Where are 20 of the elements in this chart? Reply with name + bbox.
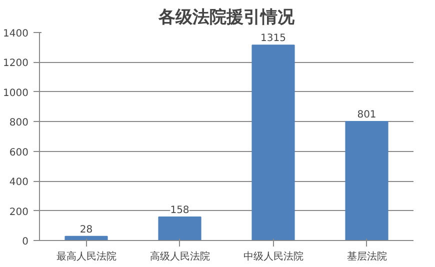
y-tick-label: 1200	[3, 58, 29, 70]
y-tick-label: 600	[9, 147, 29, 158]
bar	[345, 120, 388, 240]
y-tick-label: 1000	[3, 88, 29, 99]
data-label: 1315	[260, 33, 286, 44]
x-tick-label: 中级人民法院	[243, 250, 304, 262]
bar	[158, 216, 202, 240]
chart-title: 各级法院援引情况	[158, 8, 296, 28]
bar	[252, 44, 295, 240]
x-tick-label: 基层法院	[346, 250, 387, 262]
y-tick-label: 400	[9, 177, 29, 188]
x-tick-label: 高级人民法院	[150, 250, 210, 262]
y-tick-label: 800	[9, 118, 29, 129]
y-tick-label: 1400	[3, 28, 29, 40]
y-tick-label: 0	[22, 236, 29, 248]
data-label: 801	[357, 109, 376, 120]
data-label: 28	[80, 224, 93, 236]
x-tick-label: 最高人民法院	[56, 250, 116, 262]
data-label: 158	[170, 205, 190, 216]
y-tick-label: 200	[9, 206, 29, 218]
